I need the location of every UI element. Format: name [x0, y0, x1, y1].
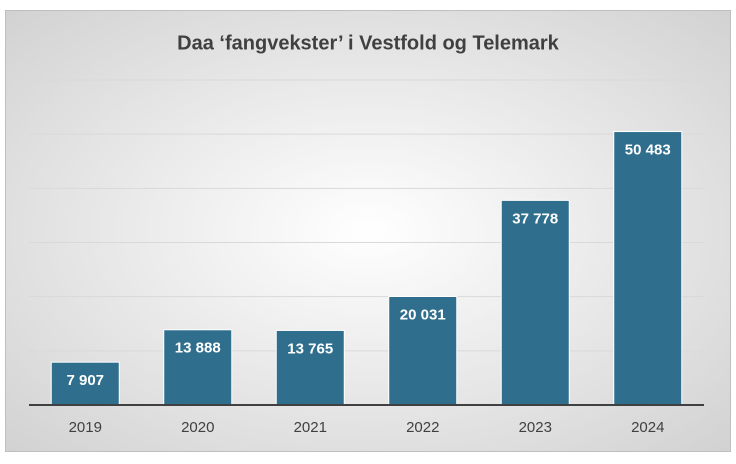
x-tick-label: 2022 [406, 419, 439, 436]
data-label: 20 031 [400, 306, 446, 323]
x-tick-label: 2021 [294, 419, 327, 436]
bar [50, 361, 120, 406]
chart-title: Daa ‘fangvekster’ i Vestfold og Telemark [177, 32, 560, 54]
x-tick-label: 2023 [519, 419, 552, 436]
bar [275, 329, 345, 406]
bar [500, 199, 570, 406]
bar [388, 295, 458, 406]
chart-frame [5, 10, 731, 452]
data-label: 13 888 [175, 340, 221, 357]
data-label: 7 907 [66, 372, 104, 389]
x-tick-label: 2024 [631, 419, 664, 436]
data-label: 13 765 [287, 340, 333, 357]
data-label: 37 778 [512, 210, 558, 227]
data-label: 50 483 [625, 142, 671, 159]
bar [613, 131, 683, 406]
x-tick-label: 2020 [181, 419, 214, 436]
bar [163, 329, 233, 406]
x-tick-label: 2019 [69, 419, 102, 436]
